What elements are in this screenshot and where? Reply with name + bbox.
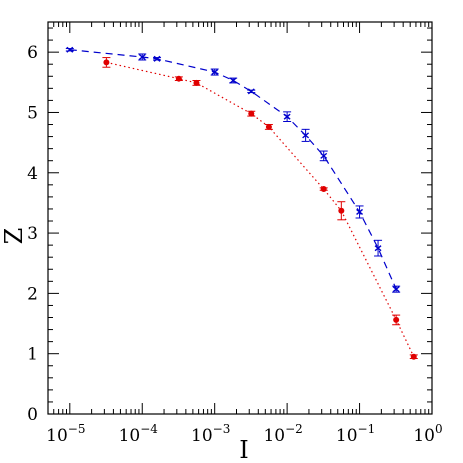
y-tick-label: 4 [27, 164, 38, 184]
x-tick-label: 10−2 [263, 422, 302, 446]
data-point [393, 316, 400, 323]
marker-stroke [302, 132, 310, 139]
series-2 [102, 57, 418, 360]
data-point [356, 208, 364, 216]
y-tick-label: 1 [27, 345, 38, 365]
x-tick-label: 100 [413, 422, 442, 446]
data-point [338, 207, 345, 214]
data-point [283, 113, 291, 120]
marker-stroke [138, 53, 146, 61]
y-tick-label: 0 [27, 405, 38, 425]
data-point [410, 353, 417, 360]
y-axis-label: Z [0, 228, 28, 245]
data-point [247, 88, 255, 95]
x-tick-label: 10−3 [191, 422, 230, 446]
data-point [229, 77, 237, 84]
x-tick-label: 10−5 [46, 422, 85, 446]
data-point [320, 152, 328, 159]
marker-stroke [211, 69, 219, 76]
y-tick-label: 2 [27, 284, 38, 304]
data-point [248, 110, 255, 117]
marker-stroke [283, 113, 291, 120]
marker-stroke [66, 46, 74, 53]
data-point [193, 79, 200, 86]
y-tick-label: 3 [27, 224, 38, 244]
marker-stroke [153, 55, 161, 62]
marker-stroke [392, 286, 400, 293]
series-line [69, 49, 397, 290]
marker-stroke [247, 88, 255, 95]
data-point [66, 46, 74, 53]
marker-stroke [320, 152, 328, 159]
data-point [138, 53, 146, 61]
plot-area [65, 46, 418, 360]
marker-stroke [356, 208, 364, 216]
y-tick-label: 6 [27, 43, 38, 63]
series-line [106, 61, 415, 357]
x-axis-label: I [239, 436, 248, 463]
x-tick-label: 10−4 [119, 422, 159, 446]
x-tick-label: 10−1 [336, 422, 375, 446]
data-point [374, 245, 382, 252]
y-tick-label: 5 [27, 103, 38, 123]
plot-frame [47, 21, 433, 415]
marker-stroke [229, 77, 237, 84]
data-point [211, 69, 219, 76]
data-point [302, 132, 310, 139]
data-point [392, 286, 400, 293]
series-1 [65, 46, 401, 293]
data-point [153, 55, 161, 62]
data-point [320, 186, 327, 193]
marker-stroke [374, 245, 382, 252]
data-point [175, 75, 182, 82]
data-point [265, 123, 272, 130]
axes: 10−5 10−4 10−3 10−2 10−1 100 0 1 2 3 4 5 6 [27, 22, 443, 446]
data-point [103, 59, 110, 66]
